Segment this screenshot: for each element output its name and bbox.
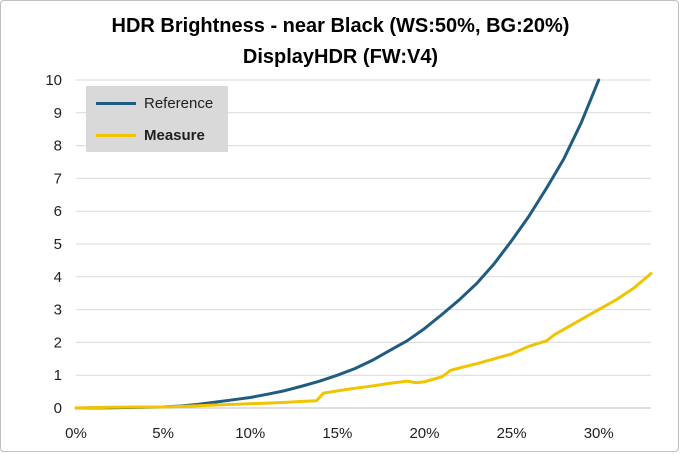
legend-swatch-reference	[96, 101, 136, 105]
y-tick-label: 5	[54, 236, 62, 253]
chart-legend: Reference Measure	[86, 86, 228, 152]
series-line-measure	[74, 272, 653, 410]
y-tick-label: 2	[54, 334, 62, 351]
x-tick-label: 10%	[235, 425, 265, 442]
y-tick-label: 9	[54, 105, 62, 122]
legend-label-measure: Measure	[144, 126, 205, 144]
x-tick-label: 25%	[497, 425, 527, 442]
legend-swatch-measure	[96, 133, 136, 137]
x-tick-label: 30%	[584, 425, 614, 442]
y-tick-label: 6	[54, 203, 62, 220]
y-tick-label: 3	[54, 302, 62, 319]
chart-title: HDR Brightness - near Black (WS:50%, BG:…	[111, 15, 570, 37]
legend-item-measure: Measure	[96, 125, 205, 145]
legend-item-reference: Reference	[96, 93, 213, 113]
chart-subtitle: DisplayHDR (FW:V4)	[242, 46, 439, 68]
y-tick-label: 10	[45, 72, 62, 89]
y-tick-label: 4	[54, 269, 62, 286]
x-tick-label: 5%	[152, 425, 174, 442]
x-tick-label: 15%	[322, 425, 352, 442]
y-tick-label: 1	[54, 367, 62, 384]
legend-label-reference: Reference	[144, 94, 214, 112]
y-tick-label: 7	[54, 170, 62, 187]
x-tick-label: 0%	[65, 425, 87, 442]
y-tick-label: 0	[54, 400, 62, 417]
y-tick-label: 8	[54, 138, 62, 155]
x-tick-label: 20%	[409, 425, 439, 442]
